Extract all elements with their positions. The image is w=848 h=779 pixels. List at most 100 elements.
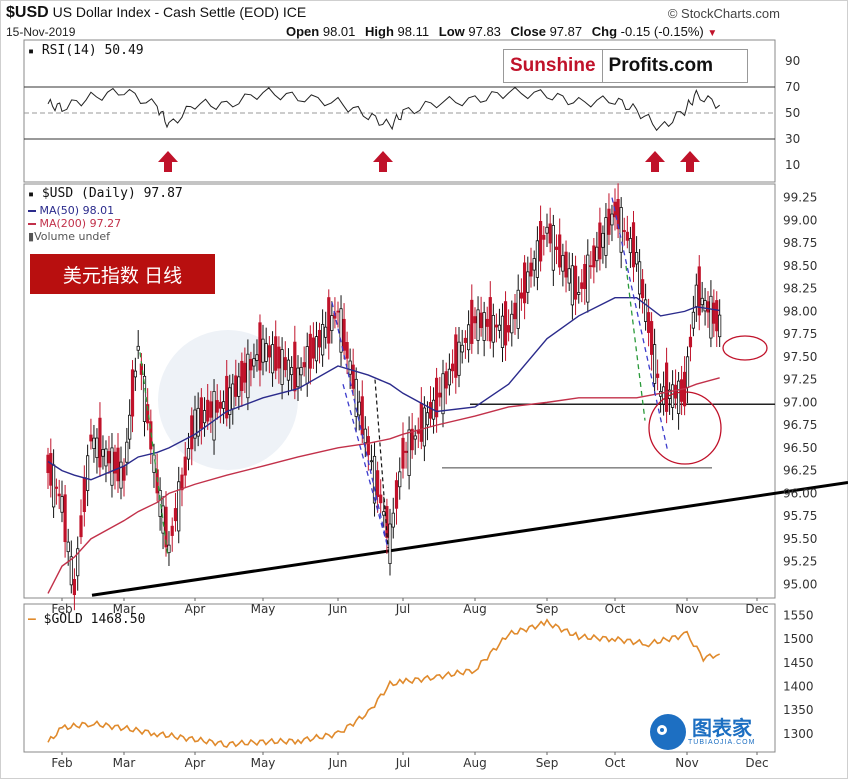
candle-body: [98, 417, 102, 468]
candle-body: [167, 544, 171, 554]
candle-body: [122, 466, 126, 481]
candle-body: [680, 379, 684, 402]
month-label: Aug: [463, 756, 486, 770]
stockcharts-credit: © StockCharts.com: [667, 6, 780, 21]
candle-body: [119, 461, 123, 489]
month-label: Apr: [185, 756, 206, 770]
candle-body: [506, 325, 511, 333]
candle-body: [554, 246, 559, 250]
month-label: Jul: [395, 602, 410, 616]
candle-body: [674, 384, 678, 399]
month-label: Feb: [51, 756, 72, 770]
candle-body: [604, 217, 608, 256]
candle-body: [249, 358, 253, 371]
down-triangle-icon: ▼: [707, 28, 718, 39]
candle-body: [607, 208, 611, 235]
head-icon: [650, 714, 686, 750]
candle-body: [142, 375, 147, 422]
rsi-label-text: RSI(14) 50.49: [41, 43, 144, 58]
candle-body: [218, 401, 222, 409]
candle-body: [479, 312, 483, 329]
month-label: Jul: [395, 756, 410, 770]
candle-body: [388, 523, 392, 565]
candle-body: [290, 367, 294, 376]
candle-body: [95, 437, 99, 459]
price-tick-label: 99.00: [783, 213, 817, 227]
candle-body: [183, 456, 187, 476]
tubiaojia-logo: 图表家 TUBIAOJIA.COM: [648, 712, 755, 752]
candle-body: [79, 515, 83, 538]
candle-body: [261, 338, 265, 363]
candle-body: [128, 414, 132, 440]
candle-body: [243, 362, 247, 383]
candle-body: [164, 506, 168, 548]
legend-ma50: MA(50) 98.01: [28, 204, 121, 217]
rsi-label: ▪ RSI(14) 50.49: [28, 43, 144, 58]
candle-body: [685, 356, 690, 388]
candle-body: [592, 245, 596, 268]
candle-body: [419, 403, 423, 442]
candle-body: [225, 375, 229, 419]
candle-body: [647, 312, 651, 333]
candle-body: [586, 254, 590, 303]
candle-body: [488, 297, 492, 342]
candle-body: [280, 349, 284, 385]
legend-volume-text: Volume undef: [34, 230, 111, 243]
month-label: Dec: [745, 756, 768, 770]
price-tick-label: 96.75: [783, 418, 817, 432]
high-label: High: [365, 24, 394, 39]
candle-body: [369, 460, 374, 463]
tubiaojia-sub: TUBIAOJIA.COM: [688, 738, 756, 746]
candle-body: [186, 448, 191, 460]
candle-body: [110, 447, 114, 486]
candle-body: [407, 429, 411, 476]
candle-body: [619, 207, 623, 253]
candle-body: [311, 337, 315, 359]
exchange: ICE: [282, 4, 307, 20]
up-arrow-icon: [158, 151, 178, 172]
candle-body: [539, 220, 543, 262]
rsi-tick-label: 30: [785, 132, 800, 146]
candle-body: [712, 302, 716, 324]
candle-body: [116, 447, 120, 482]
candle-body: [494, 324, 498, 328]
month-label: Nov: [675, 602, 698, 616]
candle-body: [158, 490, 162, 517]
candle-body: [573, 265, 578, 300]
candle-body: [342, 318, 346, 351]
candle-body: [434, 377, 439, 418]
rsi-tick-label: 70: [785, 80, 800, 94]
candle-body: [202, 410, 207, 424]
candle-body: [107, 451, 111, 464]
candle-body: [444, 371, 448, 389]
candle-body: [653, 344, 657, 384]
candle-body: [234, 375, 238, 397]
gold-line: [47, 618, 720, 748]
candle-body: [49, 453, 53, 486]
candle-body: [438, 392, 442, 398]
open-value: 98.01: [322, 24, 356, 39]
price-tick-label: 99.25: [783, 191, 817, 205]
gold-panel-frame: [23, 603, 776, 753]
candle-body: [348, 360, 352, 375]
candle-body: [500, 315, 505, 348]
candle-body: [193, 409, 197, 439]
candle-body: [662, 386, 666, 405]
candle-body: [76, 548, 80, 577]
candle-body: [610, 213, 614, 226]
month-label: Oct: [605, 756, 626, 770]
candle-body: [463, 337, 468, 343]
candle-body: [237, 376, 241, 397]
candle-body: [231, 383, 235, 410]
candle-body: [321, 324, 325, 356]
candle-body: [441, 373, 445, 415]
candle-body: [60, 496, 64, 513]
usd-index-daily-label: 美元指数 日线: [30, 254, 215, 294]
candle-body: [82, 477, 86, 513]
candle-body: [635, 252, 639, 265]
gold-tick-label: 1400: [783, 679, 814, 693]
month-label: Mar: [113, 756, 136, 770]
candle-body: [561, 255, 565, 272]
candle-body: [69, 556, 73, 586]
